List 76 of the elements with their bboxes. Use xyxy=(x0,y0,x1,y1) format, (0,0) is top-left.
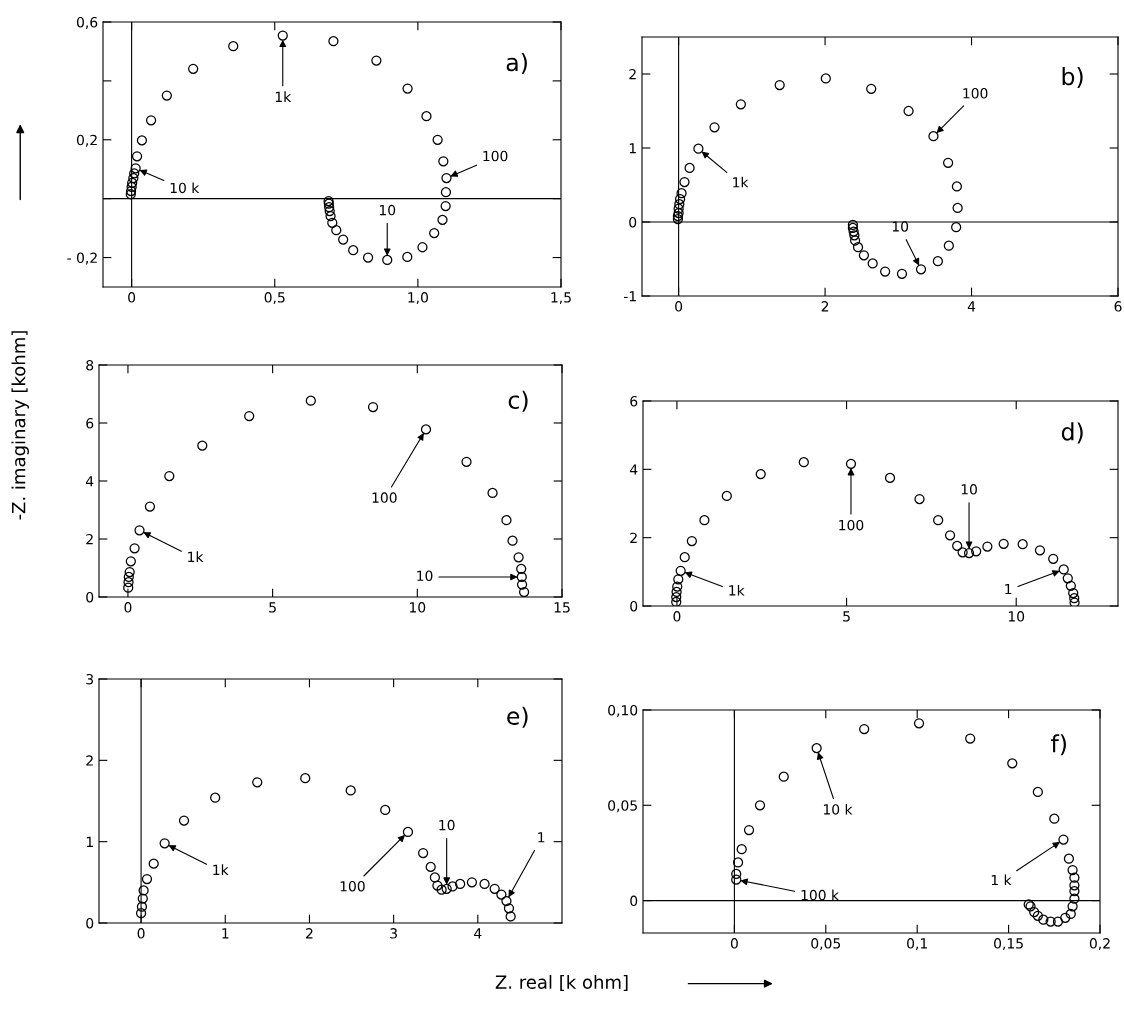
annotation: 100 xyxy=(839,519,864,531)
x-axis-title: Z. real [k ohm] xyxy=(495,974,628,992)
x-tick-label: 2 xyxy=(821,301,829,312)
annotation: 1k xyxy=(729,584,745,596)
y-axis-title: -Z. imaginary [kohm] xyxy=(11,331,29,520)
y-tick-label: 1 xyxy=(86,836,93,847)
annotation: 100 xyxy=(372,492,397,503)
annotation: 1k xyxy=(188,551,204,562)
y-tick-label: 0,6 xyxy=(76,16,98,29)
x-tick-label: 0,15 xyxy=(994,938,1023,951)
y-tick-label: 0 xyxy=(630,895,638,907)
x-tick-label: 10 xyxy=(1008,611,1025,622)
x-tick-label: 1,0 xyxy=(408,292,428,305)
y-tick-label: 6 xyxy=(86,417,94,429)
x-tick-label: 3 xyxy=(390,928,397,939)
annotation: 100 xyxy=(483,150,508,162)
x-tick-label: 0,1 xyxy=(907,938,927,951)
y-tick-label: 2 xyxy=(86,533,93,545)
annotation: 10 xyxy=(439,819,455,831)
y-tick-label: 1 xyxy=(629,143,636,154)
x-tick-label: 0 xyxy=(673,611,681,622)
annotation: 1 k xyxy=(991,874,1012,886)
y-tick-label: 4 xyxy=(629,464,638,475)
y-tick-label: 0,2 xyxy=(76,134,97,147)
y-tick-label: 0,10 xyxy=(608,704,638,717)
y-tick-label: - 0,2 xyxy=(67,252,97,265)
x-tick-label: 2 xyxy=(306,928,313,939)
y-tick-label: 0 xyxy=(86,917,94,929)
annotation: 10 xyxy=(961,484,977,495)
x-tick-label: 4 xyxy=(474,928,482,939)
x-tick-label: 15 xyxy=(554,602,570,613)
y-tick-label: -1 xyxy=(623,291,636,302)
x-tick-label: 1 xyxy=(222,928,229,939)
annotation: 10 xyxy=(379,204,396,216)
y-tick-label: 0,05 xyxy=(608,800,637,813)
x-tick-label: 5 xyxy=(843,611,850,622)
x-tick-label: 0,5 xyxy=(264,292,285,305)
annotation: c) xyxy=(508,390,528,412)
annotation: a) xyxy=(506,53,527,75)
annotation: 1k xyxy=(213,864,229,875)
annotation: 100 k xyxy=(801,889,840,901)
annotation: 1k xyxy=(733,176,749,188)
y-tick-label: 3 xyxy=(86,673,94,685)
annotation: 10 xyxy=(417,570,433,582)
y-tick-label: 0 xyxy=(86,591,94,603)
annotation: b) xyxy=(1062,67,1083,89)
x-tick-label: 0 xyxy=(128,292,136,303)
x-tick-label: 4 xyxy=(967,301,976,312)
annotation: 10 k xyxy=(823,803,853,815)
x-tick-label: 10 xyxy=(410,602,426,613)
y-tick-label: 2 xyxy=(630,532,637,543)
x-tick-label: 0,05 xyxy=(811,938,841,951)
y-tick-label: 4 xyxy=(85,476,94,487)
annotation: 10 k xyxy=(170,182,200,194)
x-tick-label: 1,5 xyxy=(551,292,571,305)
x-tick-label: 0 xyxy=(675,301,683,312)
annotation: 10 xyxy=(892,221,909,232)
x-tick-label: 0 xyxy=(137,928,145,939)
y-tick-label: 8 xyxy=(86,359,94,371)
annotation: 1k xyxy=(275,91,292,102)
annotation: 100 xyxy=(340,880,365,892)
annotation: 100 xyxy=(963,88,988,99)
y-tick-label: 2 xyxy=(86,755,93,766)
y-tick-label: 6 xyxy=(630,395,638,407)
y-tick-label: 0 xyxy=(629,216,637,228)
annotation: e) xyxy=(507,706,528,728)
annotation: d) xyxy=(1061,422,1083,444)
annotation: 1 xyxy=(538,832,545,843)
x-tick-label: 0 xyxy=(730,938,738,949)
annotation: 1 xyxy=(1005,583,1012,595)
x-tick-label: 5 xyxy=(269,602,276,613)
y-tick-label: 2 xyxy=(629,68,636,80)
x-tick-label: 6 xyxy=(1114,301,1122,312)
x-tick-label: 0,2 xyxy=(1089,938,1110,951)
x-tick-label: 0 xyxy=(124,602,132,613)
annotation: f) xyxy=(1051,734,1066,756)
